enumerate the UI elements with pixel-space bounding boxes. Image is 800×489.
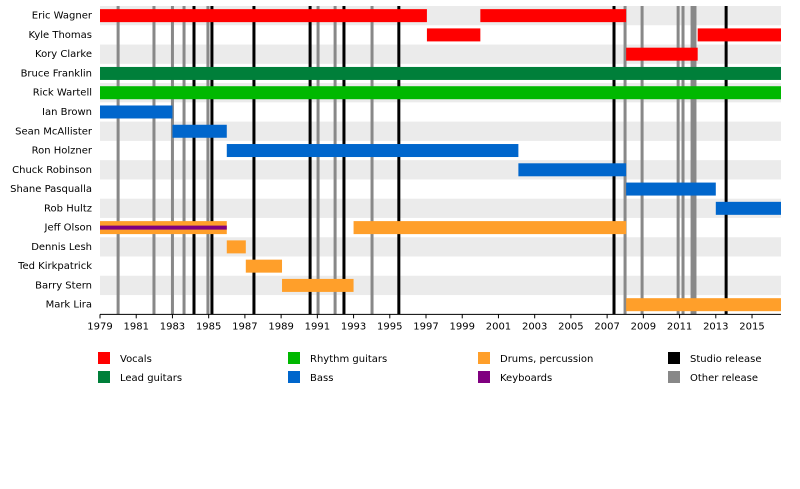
legend-label: Lead guitars — [120, 373, 182, 384]
member-name: Rob Hultz — [44, 203, 92, 214]
x-tick-label: 1987 — [232, 321, 257, 332]
legend-swatch — [98, 371, 110, 383]
member-name: Chuck Robinson — [12, 165, 92, 176]
member-name: Eric Wagner — [32, 11, 93, 22]
member-name: Ron Holzner — [32, 146, 93, 157]
member-name: Bruce Franklin — [21, 68, 92, 79]
legend-label: Vocals — [120, 354, 152, 365]
x-tick-label: 2011 — [667, 321, 692, 332]
member-name: Mark Lira — [46, 300, 92, 311]
member-name: Barry Stern — [35, 280, 92, 291]
legend-swatch — [668, 371, 680, 383]
legend-label: Rhythm guitars — [310, 354, 387, 365]
member-bar — [697, 28, 781, 42]
x-tick-label: 1997 — [413, 321, 438, 332]
member-bar — [480, 9, 627, 23]
legend-swatch — [478, 352, 490, 364]
row-stripe — [100, 121, 781, 141]
x-tick-label: 1989 — [268, 321, 293, 332]
x-tick-label: 2001 — [486, 321, 511, 332]
row-stripe — [100, 275, 781, 296]
legend-swatch — [668, 352, 680, 364]
member-bar — [518, 163, 627, 177]
legend-swatch — [288, 352, 300, 364]
member-bar — [100, 9, 427, 23]
member-bar — [100, 225, 227, 230]
x-tick-label: 1979 — [87, 321, 112, 332]
x-tick-label: 2003 — [522, 321, 547, 332]
member-bar — [282, 278, 354, 292]
legend-swatch — [288, 371, 300, 383]
member-bar — [715, 201, 781, 215]
member-bar — [426, 28, 481, 42]
member-bar — [100, 105, 173, 119]
member-name: Rick Wartell — [33, 88, 92, 99]
member-name: Dennis Lesh — [31, 242, 92, 253]
member-bar — [226, 240, 246, 254]
member-bar — [353, 221, 627, 235]
member-bar — [172, 124, 227, 138]
member-name: Kyle Thomas — [28, 30, 92, 41]
member-name: Ian Brown — [42, 107, 92, 118]
legend-label: Bass — [310, 373, 333, 384]
legend-label: Keyboards — [500, 373, 552, 384]
member-bar — [245, 259, 283, 273]
row-stripe — [100, 237, 781, 257]
x-tick-label: 1991 — [305, 321, 330, 332]
row-stripe — [100, 198, 781, 218]
member-name: Shane Pasqualla — [10, 184, 92, 195]
member-name: Ted Kirkpatrick — [17, 261, 92, 272]
member-name: Jeff Olson — [44, 223, 93, 234]
member-bar — [626, 298, 781, 312]
x-tick-label: 2013 — [703, 321, 728, 332]
x-tick-label: 1999 — [450, 321, 475, 332]
x-tick-label: 1985 — [196, 321, 221, 332]
x-tick-label: 1981 — [123, 321, 148, 332]
member-bar — [100, 86, 781, 100]
x-tick-label: 1993 — [341, 321, 366, 332]
legend-label: Studio release — [690, 354, 762, 365]
member-bar — [626, 47, 698, 61]
legend-swatch — [478, 371, 490, 383]
x-tick-label: 2009 — [631, 321, 656, 332]
member-name: Sean McAllister — [15, 126, 93, 137]
member-bar — [626, 182, 716, 196]
member-name: Kory Clarke — [35, 49, 92, 60]
row-stripe — [100, 44, 781, 64]
x-tick-label: 1995 — [377, 321, 402, 332]
x-tick-label: 2015 — [739, 321, 764, 332]
legend-swatch — [98, 352, 110, 364]
legend-label: Drums, percussion — [500, 354, 593, 365]
x-tick-label: 2005 — [558, 321, 583, 332]
member-bar — [226, 144, 519, 158]
legend-label: Other release — [690, 373, 758, 384]
x-tick-label: 1983 — [160, 321, 185, 332]
x-tick-label: 2007 — [594, 321, 619, 332]
member-bar — [100, 66, 781, 80]
